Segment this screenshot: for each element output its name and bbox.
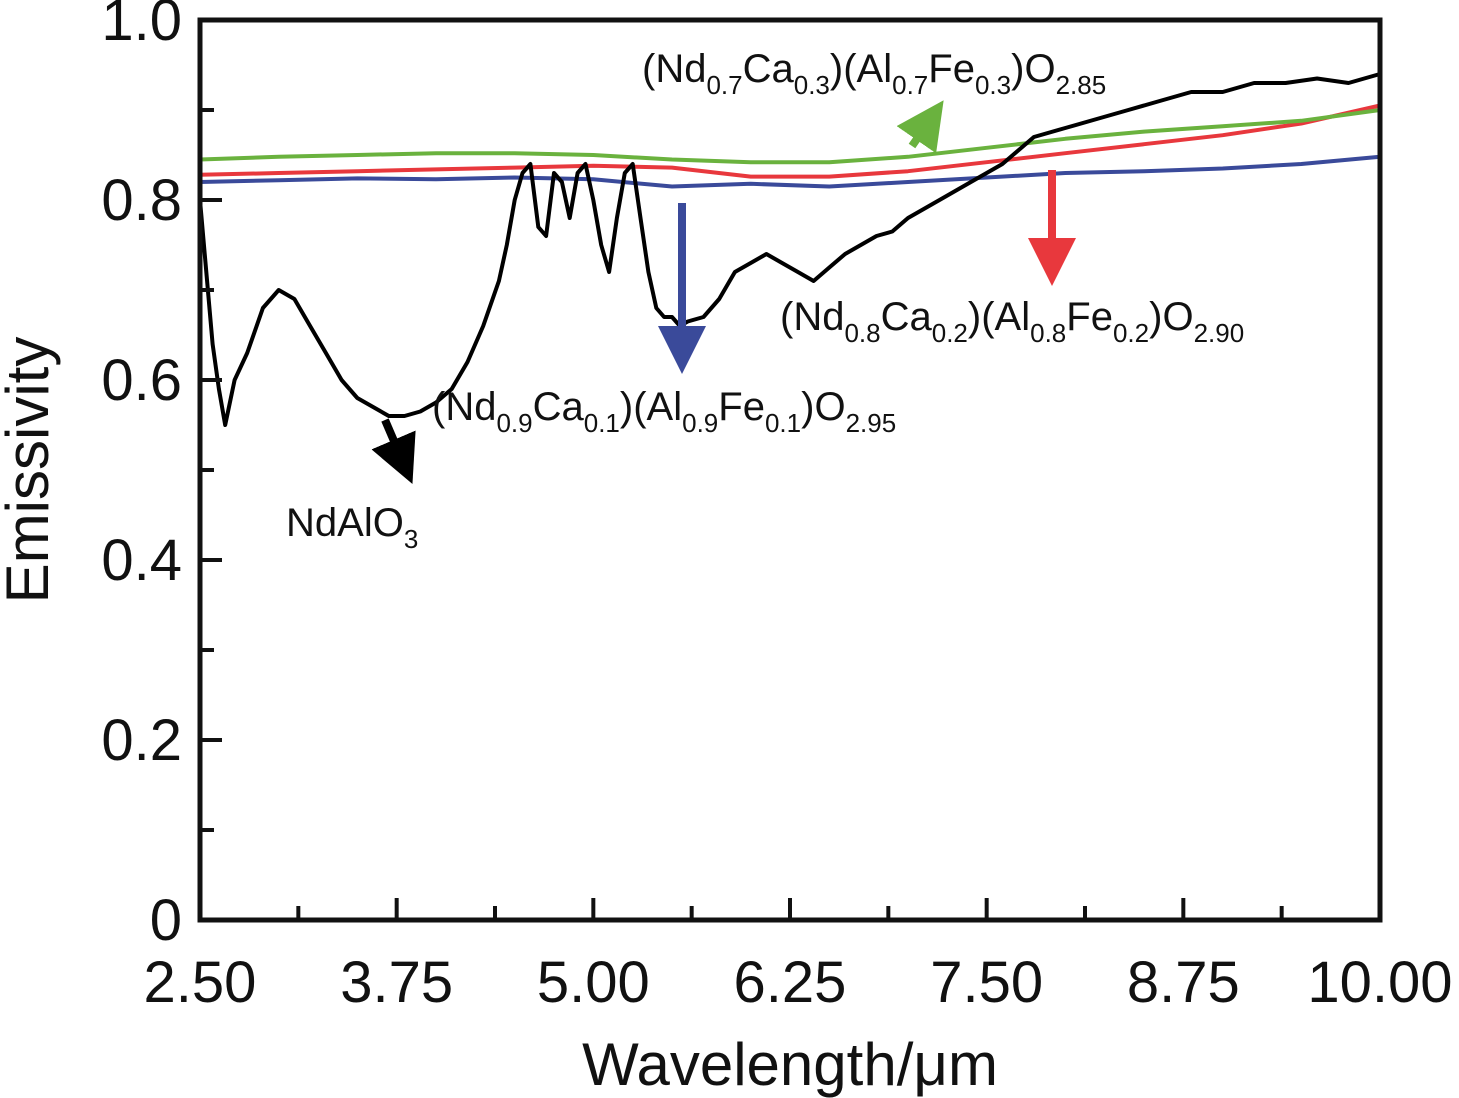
series-layer	[198, 72, 1382, 427]
series-line-0	[198, 72, 1382, 427]
y-tick-label: 0.4	[101, 528, 182, 593]
y-tick-label: 1.0	[101, 0, 182, 53]
series-line-1	[198, 154, 1382, 189]
x-tick-label: 3.75	[340, 950, 453, 1015]
x-tick-label: 8.75	[1127, 950, 1240, 1015]
y-tick-label: 0.6	[101, 348, 182, 413]
series-line-2	[198, 103, 1382, 179]
annotation-nd09: (Nd0.9Ca0.1)(Al0.9Fe0.1)O2.95	[432, 385, 896, 438]
annotation-nd07: (Nd0.7Ca0.3)(Al0.7Fe0.3)O2.85	[642, 47, 1106, 100]
axes-layer: 2.50 3.75 5.00 6.25 7.50 8.75 10.00 0 0.2 0.4 0.6 0…	[101, 0, 1452, 1015]
x-tick-label: 2.50	[144, 950, 257, 1015]
annotation-nd08: (Nd0.8Ca0.2)(Al0.8Fe0.2)O2.90	[780, 295, 1244, 348]
y-tick-label: 0	[150, 888, 182, 953]
x-tick-label: 6.25	[734, 950, 847, 1015]
nd07-arrow	[896, 100, 944, 154]
x-tick-label: 10.00	[1307, 950, 1452, 1015]
x-tick-label: 5.00	[537, 950, 650, 1015]
y-tick-label: 0.8	[101, 168, 182, 233]
x-axis-title: Wavelength/μm	[582, 1031, 998, 1098]
ndalo3-arrow	[371, 418, 416, 485]
x-tick-label: 7.50	[930, 950, 1043, 1015]
annotation-ndalo3: NdAlO3	[286, 501, 418, 554]
series-line-3	[198, 108, 1382, 165]
y-axis-title: Emissivity	[0, 337, 61, 604]
y-tick-label: 0.2	[101, 708, 182, 773]
